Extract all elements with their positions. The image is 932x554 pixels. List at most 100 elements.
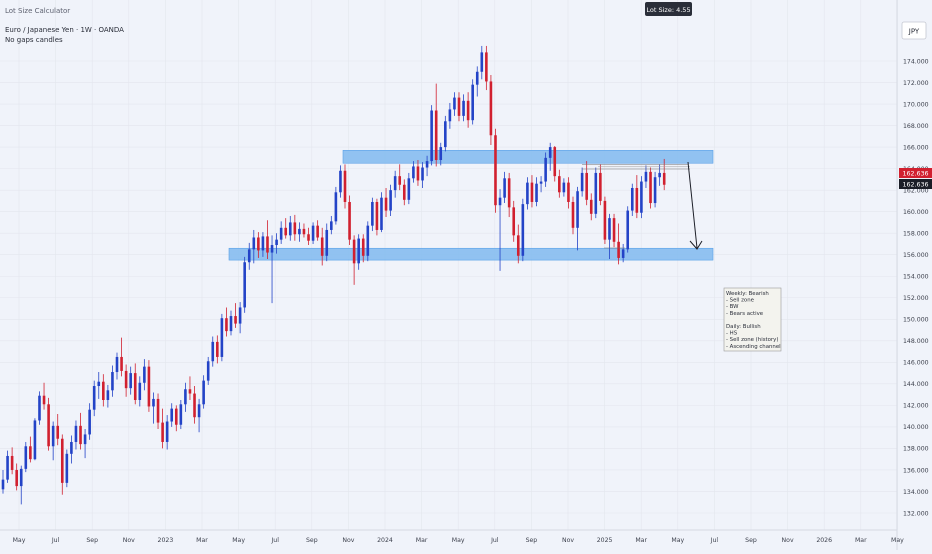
candle-body [475,71,479,85]
candle-body [74,425,78,442]
y-tick-label: 136.000 [903,467,929,474]
note-line: - Sell zone [726,298,755,304]
candle-body [589,199,593,214]
candle [88,403,91,440]
y-tick-label: 170.000 [903,101,929,108]
zone-0[interactable] [342,150,714,164]
candle [526,177,529,210]
currency-button[interactable] [901,21,927,40]
candle-body [585,172,588,200]
candle [485,45,488,91]
candle [243,256,246,313]
candle-body [247,249,251,263]
candle [156,393,160,430]
candle-body [576,191,579,228]
candle [10,447,14,475]
candle [211,336,215,367]
candle-body [535,183,538,202]
x-tick-label: May [452,537,465,544]
candle-body [298,228,301,235]
y-tick-label: 172.000 [903,80,929,87]
candle-body [640,181,643,213]
candle [393,170,397,198]
candle-body [220,318,224,357]
candle [475,66,479,97]
candle-body [193,393,196,418]
candle [380,192,383,233]
candle [152,392,155,424]
candle-body [503,178,506,198]
candle [398,164,402,191]
candle [29,436,32,463]
x-tick-label: Jul [710,537,719,544]
candle-body [60,438,64,483]
candle [599,164,602,206]
x-tick-label: 2025 [597,537,613,544]
candle [293,214,297,241]
candle-body [621,249,625,258]
x-tick-label: Mar [416,537,428,544]
candle [453,92,456,116]
candle-body [608,218,611,240]
candle-body [293,222,297,235]
x-tick-label: May [671,537,684,544]
candle [480,45,484,80]
candle [220,313,224,362]
y-tick-label: 166.000 [903,144,929,151]
candle-body [348,201,351,240]
candle [60,434,64,495]
x-tick-label: Mar [196,537,208,544]
candle [412,161,415,183]
candle-body [339,170,342,193]
y-tick-label: 140.000 [903,424,929,431]
candle-body [279,227,283,240]
chart-subtitle: No gaps candles [5,36,63,44]
analysis-note-box[interactable] [723,287,782,352]
candle-body [179,404,183,425]
candle-body [626,210,630,250]
candle [279,221,283,244]
x-tick-label: Jul [51,537,60,544]
zone-1[interactable] [228,247,714,261]
candle-body [603,200,607,240]
candle [133,363,137,405]
candle-body [416,166,420,181]
candle [471,79,474,125]
candle [6,450,9,483]
candle [316,220,319,241]
candle-body [115,356,119,373]
candle [147,360,151,412]
candle [339,165,342,198]
candle-body [439,147,443,161]
candle-body [371,201,374,226]
candle [444,115,447,152]
candle-body [357,238,360,264]
candle [389,184,392,216]
candle [298,222,301,242]
candle-body [316,225,319,238]
candle [302,223,306,238]
candle [594,167,598,219]
candle-body [599,172,602,201]
candle-body [644,171,648,182]
candle-body [571,201,575,228]
x-tick-label: Nov [562,537,574,544]
note-line: - Ascending channel [726,344,781,350]
x-tick-label: Sep [526,537,538,544]
candle [83,429,87,459]
candle-body [594,172,598,214]
lot-size-calculator-label[interactable]: Lot Size Calculator [5,7,70,15]
candle [375,198,379,236]
candle [311,222,315,244]
lot-size-badge [645,2,692,16]
x-tick-labels: May Jul Sep Nov 2023 Mar May Jul Sep Nov 2024 Mar Ma… [13,537,905,544]
y-tick-label: 142.000 [903,403,929,410]
candle [407,172,411,205]
candle [567,177,570,209]
candle-body [111,372,114,391]
x-tick-label: Nov [782,537,794,544]
candle-body [567,182,570,202]
